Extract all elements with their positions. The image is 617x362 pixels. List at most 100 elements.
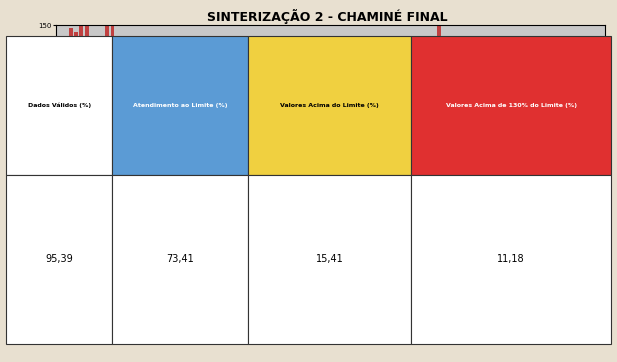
Bar [510,130,513,226]
Bar [468,146,472,226]
Bar [411,143,415,226]
Bar [302,179,306,226]
Text: Dados Válidos (%): Dados Válidos (%) [28,103,91,108]
Text: 15,41: 15,41 [316,254,344,264]
Bar [582,146,586,226]
Bar [126,79,130,226]
Bar [406,139,410,226]
Bar [587,139,591,226]
Bar [188,142,192,226]
Bar [354,152,358,226]
Bar [168,105,172,226]
Bar [504,159,508,226]
Bar [297,202,301,226]
Y-axis label: CONCENTRAÇÃO MP [mg/Nm3]: CONCENTRAÇÃO MP [mg/Nm3] [30,77,35,174]
Text: Atendimento ao Limite (%): Atendimento ao Limite (%) [133,103,227,108]
Bar [452,135,457,226]
Bar [100,146,104,226]
Bar [121,135,125,226]
Bar [162,119,166,226]
Bar [494,156,498,226]
Bar [281,196,286,226]
Bar [292,199,296,226]
Bar [499,152,503,226]
Bar [525,139,529,226]
Bar [116,39,120,226]
Bar [437,19,441,226]
Bar [183,146,187,226]
Bar [251,143,254,226]
Bar [458,139,462,226]
Bar [432,142,436,226]
Bar [74,32,78,226]
Bar [597,165,602,226]
Bar [349,161,353,226]
Bar [136,175,140,226]
Bar [365,112,368,226]
Bar [318,165,321,226]
Bar [536,139,539,226]
Bar [178,159,182,226]
Bar [400,146,405,226]
Bar [110,19,115,226]
Bar [463,156,466,226]
Bar [556,146,560,226]
Bar [489,146,492,226]
Bar [85,19,89,226]
Bar [204,139,208,226]
Bar [515,143,518,226]
Bar [261,206,265,226]
Text: Valores Acima de 130% do Limite (%): Valores Acima de 130% do Limite (%) [445,103,576,108]
Bar [395,142,399,226]
Bar [566,142,570,226]
Bar [333,159,337,226]
Bar [157,105,161,226]
Bar [380,148,384,226]
Legend: Atendimento ao Limite, Acima do Limite, Acima de 130% do Limite, Limite Resoluçã: Atendimento ao Limite, Acima do Limite, … [125,285,535,295]
Bar [307,159,312,226]
Bar [214,159,218,226]
Bar [173,132,176,226]
Bar [64,135,68,226]
Bar [592,161,596,226]
Bar [199,143,202,226]
Bar [416,146,420,226]
Text: 73,41: 73,41 [166,254,194,264]
Bar [220,142,223,226]
Bar [59,175,63,226]
Bar [106,19,109,226]
Bar [271,199,275,226]
Text: 95,39: 95,39 [45,254,73,264]
Bar [131,85,135,226]
Bar [478,152,482,226]
Bar [421,135,425,226]
Bar [313,112,317,226]
Bar [571,146,576,226]
Bar [90,52,94,226]
Bar [520,146,524,226]
Bar [95,59,99,226]
Bar [246,146,249,226]
Bar [142,165,146,226]
Bar [323,172,327,226]
Bar [147,161,151,226]
Bar [194,139,197,226]
Bar [328,170,332,226]
Bar [545,143,550,226]
Bar [551,139,555,226]
Bar [447,172,451,226]
Bar [235,148,239,226]
Bar [266,202,270,226]
Bar [561,135,565,226]
Bar [375,152,379,226]
Bar [484,143,487,226]
Text: 11,18: 11,18 [497,254,525,264]
Bar [80,19,83,226]
Bar [230,161,234,226]
Bar [359,156,363,226]
Bar [391,135,394,226]
Text: SINTERIZAÇÃO 2 - CHAMINÉ FINAL: SINTERIZAÇÃO 2 - CHAMINÉ FINAL [207,9,447,24]
Bar [577,168,581,226]
Bar [442,164,446,226]
Bar [473,148,477,226]
